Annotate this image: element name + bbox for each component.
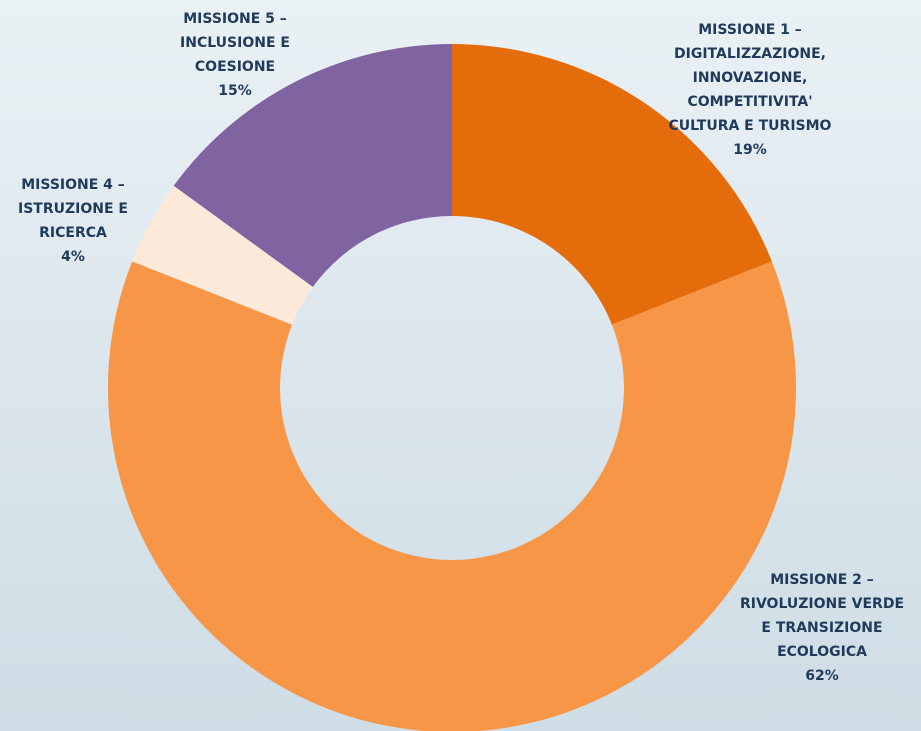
- slice-label: MISSIONE 2 –: [770, 572, 874, 588]
- donut-slice: [452, 44, 772, 325]
- donut-slice: [173, 44, 452, 287]
- value-label: 15%: [218, 83, 252, 99]
- slice-label: DIGITALIZZAZIONE,: [674, 46, 826, 62]
- slice-label: ISTRUZIONE E: [18, 201, 128, 217]
- slice-label: ECOLOGICA: [777, 644, 867, 660]
- slice-label: MISSIONE 1 –: [698, 22, 802, 38]
- slice-label: MISSIONE 5 –: [183, 11, 287, 27]
- slice-label: INCLUSIONE E: [180, 35, 290, 51]
- slice-label: INNOVAZIONE,: [693, 70, 808, 86]
- slice-label: COESIONE: [195, 59, 275, 75]
- slice-label: RICERCA: [39, 225, 107, 241]
- value-label: 19%: [733, 142, 767, 158]
- slice-label: RIVOLUZIONE VERDE: [740, 596, 904, 612]
- donut-slice: [132, 185, 313, 325]
- slice-label: E TRANSIZIONE: [761, 620, 882, 636]
- donut-slice: [108, 261, 796, 731]
- slice-label: CULTURA E TURISMO: [669, 118, 832, 134]
- slice-label: MISSIONE 4 –: [21, 177, 125, 193]
- value-label: 4%: [61, 249, 85, 265]
- slice-label: COMPETITIVITA': [687, 94, 812, 110]
- value-label: 62%: [805, 668, 839, 684]
